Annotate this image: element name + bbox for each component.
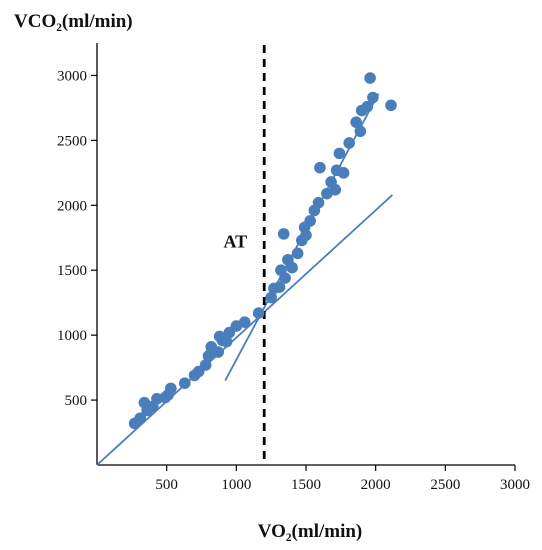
x-axis-title: VO₂(ml/min) (258, 521, 363, 542)
x-tick-label: 1500 (291, 477, 321, 493)
data-point (350, 116, 362, 129)
y-tick-label: 2500 (57, 133, 87, 149)
data-point (178, 377, 191, 389)
y-tick-label: 1000 (57, 328, 87, 344)
y-tick-label: 3000 (57, 68, 87, 84)
data-point (304, 215, 316, 227)
x-tick-label: 2000 (361, 477, 391, 493)
y-tick-label: 1500 (57, 263, 87, 279)
data-point (265, 291, 277, 304)
plot-area: 500 1000 1500 2000 2500 3000 500 1000 1500 2000 25… (57, 43, 530, 493)
x-tick-label: 500 (155, 477, 178, 493)
data-point (199, 359, 212, 371)
threshold-label: AT (224, 232, 248, 252)
x-tick-label: 1000 (221, 477, 251, 493)
data-point (354, 125, 367, 138)
data-point (367, 91, 379, 104)
data-point (202, 350, 215, 362)
data-point (329, 183, 342, 196)
data-point (212, 346, 225, 358)
data-point (220, 335, 233, 348)
data-point (165, 382, 177, 395)
data-point (314, 161, 326, 174)
data-point (134, 412, 146, 425)
y-tick-label: 2000 (57, 198, 87, 214)
data-point (364, 72, 376, 84)
x-tick-label: 3000 (500, 477, 530, 493)
data-point (252, 307, 265, 319)
data-point (333, 147, 346, 160)
data-point (337, 167, 350, 179)
data-point (286, 261, 298, 274)
data-point (300, 229, 312, 241)
data-point (273, 281, 286, 293)
data-point (238, 316, 251, 328)
data-point (361, 100, 374, 113)
data-point (385, 99, 397, 112)
y-tick-label: 500 (65, 393, 88, 409)
data-point (279, 272, 291, 284)
data-point (343, 137, 355, 149)
data-point (277, 228, 290, 240)
fit-line-1 (96, 194, 393, 466)
data-point (291, 247, 304, 260)
y-axis-title: VCO₂(ml/min) (14, 11, 133, 32)
x-tick-label: 2500 (430, 477, 460, 493)
data-point (312, 196, 325, 209)
